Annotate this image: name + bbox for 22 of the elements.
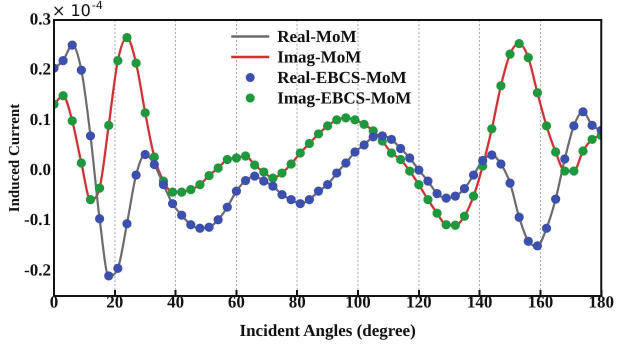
legend-label: Imag-EBCS-MoM xyxy=(277,88,412,108)
y-tick-label: 0.3 xyxy=(30,9,51,28)
y-tick-label: 0.0 xyxy=(30,160,51,179)
legend-label: Imag-MoM xyxy=(277,47,362,66)
x-tick-label: 120 xyxy=(406,292,432,312)
x-tick-label: 160 xyxy=(528,292,554,312)
y-tick-label: 0.2 xyxy=(30,60,51,79)
legend-label: Real-EBCS-MoM xyxy=(277,68,407,87)
x-tick-label: 0 xyxy=(50,292,58,312)
y-tick-label: 0.1 xyxy=(30,110,51,129)
y-tick-label: -0.1 xyxy=(24,210,51,230)
y-axis-title: Induced Current xyxy=(6,104,23,212)
x-tick-label: 20 xyxy=(106,292,124,312)
legend-label: Real-MoM xyxy=(277,26,357,46)
x-tick-label: 60 xyxy=(228,292,245,312)
x-tick-label: 140 xyxy=(466,292,492,312)
x-tick-label: 100 xyxy=(345,292,371,312)
y-tick-label: -0.2 xyxy=(24,260,51,280)
x-axis-title: Incident Angles (degree) xyxy=(239,321,416,340)
x-tick-label: 80 xyxy=(288,292,306,312)
x-tick-label: 180 xyxy=(588,292,614,312)
x-tick-label: 40 xyxy=(167,292,184,312)
